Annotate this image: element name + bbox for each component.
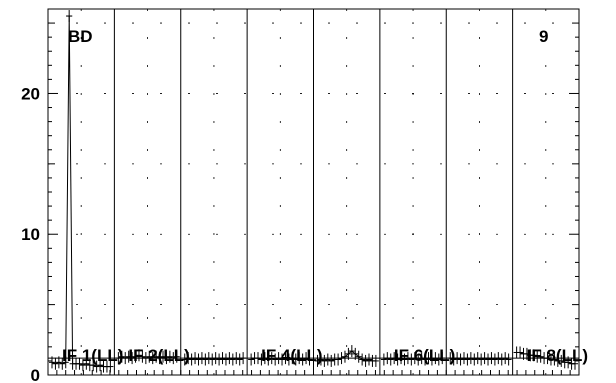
panel-tag: BD xyxy=(68,27,93,46)
series-line xyxy=(51,15,111,368)
x-axis-ticks xyxy=(47,370,580,375)
if-label: IF 6(LL) xyxy=(394,346,455,365)
y-axis: 0 10 20 xyxy=(21,22,579,383)
if-label: IF 8(LL) xyxy=(527,346,588,365)
if-label: IF 1(LL) xyxy=(62,346,123,365)
if-labels: IF 1(LL) IF 2(LL) IF 4(LL) IF 6(LL) IF 8(LL) xyxy=(62,346,588,365)
if-label: IF 4(LL) xyxy=(261,346,322,365)
y-tick-label: 10 xyxy=(21,225,40,244)
plot-number: 9 xyxy=(539,27,548,46)
if-dividers xyxy=(113,9,514,375)
if-label: IF 2(LL) xyxy=(128,346,189,365)
y-tick-label: 0 xyxy=(31,366,40,383)
y-tick-label: 20 xyxy=(21,84,40,103)
